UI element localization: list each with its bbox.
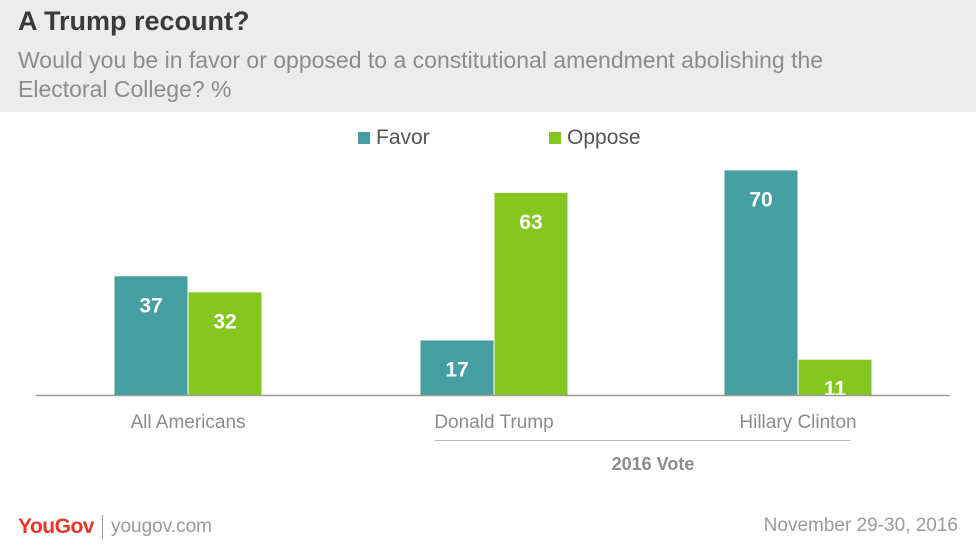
bar-favor-donald-trump [420,340,494,395]
value-label-oppose-all-americans: 32 [213,310,236,333]
page-title: A Trump recount? [18,6,250,36]
value-label-oppose-donald-trump: 63 [519,211,542,234]
value-label-favor-hillary-clinton: 70 [749,188,772,211]
legend-label-favor: Favor [376,126,430,149]
value-label-favor-all-americans: 37 [139,294,162,317]
header-band: A Trump recount? Would you be in favor o… [0,0,976,112]
value-label-favor-donald-trump: 17 [445,358,468,381]
site-link[interactable]: yougov.com [110,516,212,537]
bar-chart: Favor Oppose 37 17 70 32 63 11 All Americans Dona… [36,126,950,474]
category-label-donald-trump: Donald Trump [434,412,553,433]
group-label: 2016 Vote [612,454,695,474]
bar-oppose-donald-trump [494,192,568,395]
bar-favor-all-americans [114,276,188,395]
page-subtitle: Would you be in favor or opposed to a co… [18,47,824,102]
bar-oppose-all-americans [188,292,262,395]
footer-brand: YouGov yougov.com [18,514,212,540]
legend-label-oppose: Oppose [567,126,641,149]
logo-divider [101,515,103,539]
bar-favor-hillary-clinton [724,170,798,395]
value-label-oppose-hillary-clinton: 11 [824,378,847,401]
yougov-logo[interactable]: YouGov [18,515,94,538]
legend-swatch-favor [358,132,370,144]
legend-swatch-oppose [549,132,561,144]
bar-oppose-hillary-clinton [798,359,872,395]
category-label-hillary-clinton: Hillary Clinton [739,412,856,433]
category-label-all-americans: All Americans [130,412,245,433]
survey-date: November 29-30, 2016 [763,515,958,536]
